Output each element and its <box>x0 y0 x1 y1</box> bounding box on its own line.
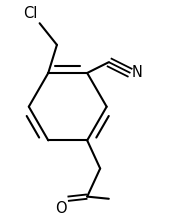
Text: N: N <box>132 65 142 80</box>
Text: Cl: Cl <box>23 6 37 21</box>
Text: O: O <box>55 201 67 216</box>
